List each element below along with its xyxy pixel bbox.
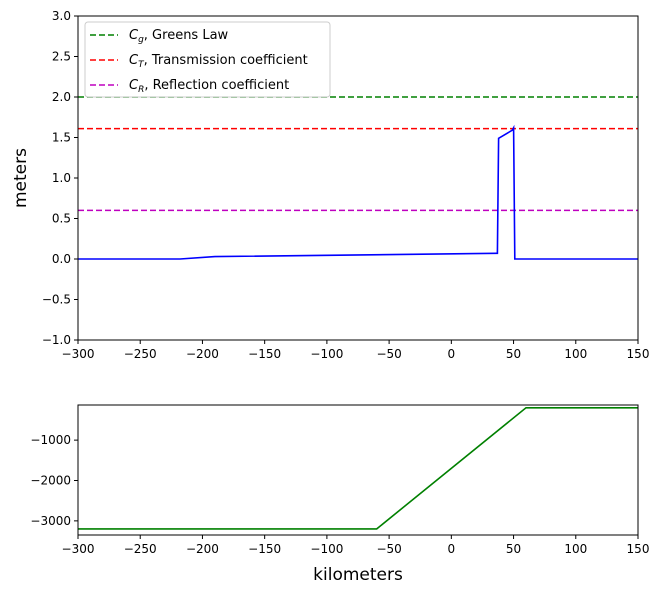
y-tick-label: −1.0 xyxy=(42,333,71,347)
x-tick-label: 50 xyxy=(506,542,521,556)
y-tick-label: −1000 xyxy=(30,433,71,447)
x-tick-label: −300 xyxy=(62,347,95,361)
x-tick-label: −100 xyxy=(310,542,343,556)
top-panel: −300 −250 −200 −150 −100 −50 0 50 100 150 −1.0 −0.… xyxy=(11,9,649,361)
x-tick-label: −300 xyxy=(62,542,95,556)
series-line xyxy=(78,406,638,530)
y-tick-label: 0.5 xyxy=(52,212,71,226)
legend: Cg, Greens Law CT, Transmission coefficie… xyxy=(84,21,331,98)
x-tick-label: 0 xyxy=(448,347,456,361)
legend-label: CR, Reflection coefficient xyxy=(129,78,289,95)
legend-item: Cg, Greens Law xyxy=(90,28,229,45)
x-tick-label: −50 xyxy=(376,542,401,556)
y-tick-label: 3.0 xyxy=(52,9,71,23)
top-ylabel: meters xyxy=(11,148,31,208)
legend-label: Cg, Greens Law xyxy=(129,28,229,45)
x-tick-label: −50 xyxy=(376,347,401,361)
legend-item: CT, Transmission coefficient xyxy=(90,53,308,70)
x-tick-label: 100 xyxy=(564,542,587,556)
x-tick-label: −200 xyxy=(186,347,219,361)
y-tick-label: 1.5 xyxy=(52,131,71,145)
x-tick-label: −150 xyxy=(248,347,281,361)
y-tick-label: −3000 xyxy=(30,514,71,528)
bottom-panel: −300 −250 −200 −150 −100 −50 0 50 100 150 −3000 −2… xyxy=(30,404,650,585)
legend-item: CR, Reflection coefficient xyxy=(90,78,289,95)
y-tick-label: 0.0 xyxy=(52,252,71,266)
x-tick-label: −150 xyxy=(248,542,281,556)
y-tick-label: 2.5 xyxy=(52,50,71,64)
y-tick-label: −0.5 xyxy=(42,293,71,307)
x-tick-label: 100 xyxy=(564,347,587,361)
bottom-plot-frame xyxy=(77,404,639,536)
x-tick-label: −250 xyxy=(124,542,157,556)
x-tick-label: −200 xyxy=(186,542,219,556)
y-tick-label: 1.0 xyxy=(52,171,71,185)
y-tick-label: 2.0 xyxy=(52,90,71,104)
x-tick-label: −100 xyxy=(310,347,343,361)
y-tick-label: −2000 xyxy=(30,473,71,487)
x-tick-label: 150 xyxy=(627,542,650,556)
x-tick-label: 150 xyxy=(627,347,650,361)
x-tick-label: 50 xyxy=(506,347,521,361)
legend-box xyxy=(84,21,331,98)
series-line xyxy=(78,124,638,260)
x-tick-label: −250 xyxy=(124,347,157,361)
legend-label: CT, Transmission coefficient xyxy=(129,53,308,70)
bottom-xlabel: kilometers xyxy=(313,565,403,585)
x-tick-label: 0 xyxy=(448,542,456,556)
